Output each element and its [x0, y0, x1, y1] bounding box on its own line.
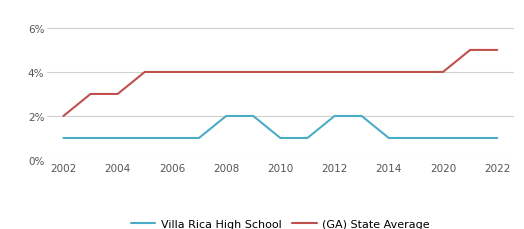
(GA) State Average: [115, 93, 121, 96]
Villa Rica High School: [358, 115, 365, 118]
Line: Villa Rica High School: Villa Rica High School: [63, 117, 497, 138]
Legend: Villa Rica High School, (GA) State Average: Villa Rica High School, (GA) State Avera…: [126, 215, 434, 229]
(GA) State Average: [88, 93, 94, 96]
(GA) State Average: [331, 71, 337, 74]
(GA) State Average: [196, 71, 202, 74]
Villa Rica High School: [169, 137, 175, 140]
Villa Rica High School: [331, 115, 337, 118]
(GA) State Average: [386, 71, 392, 74]
Villa Rica High School: [440, 137, 446, 140]
Villa Rica High School: [223, 115, 230, 118]
Villa Rica High School: [494, 137, 500, 140]
(GA) State Average: [141, 71, 148, 74]
(GA) State Average: [467, 49, 473, 52]
(GA) State Average: [223, 71, 230, 74]
Villa Rica High School: [196, 137, 202, 140]
(GA) State Average: [494, 49, 500, 52]
Villa Rica High School: [250, 115, 256, 118]
Villa Rica High School: [386, 137, 392, 140]
(GA) State Average: [169, 71, 175, 74]
Villa Rica High School: [115, 137, 121, 140]
(GA) State Average: [440, 71, 446, 74]
Villa Rica High School: [60, 137, 67, 140]
Line: (GA) State Average: (GA) State Average: [63, 51, 497, 117]
Villa Rica High School: [467, 137, 473, 140]
Villa Rica High School: [277, 137, 283, 140]
Villa Rica High School: [304, 137, 311, 140]
(GA) State Average: [277, 71, 283, 74]
(GA) State Average: [60, 115, 67, 118]
